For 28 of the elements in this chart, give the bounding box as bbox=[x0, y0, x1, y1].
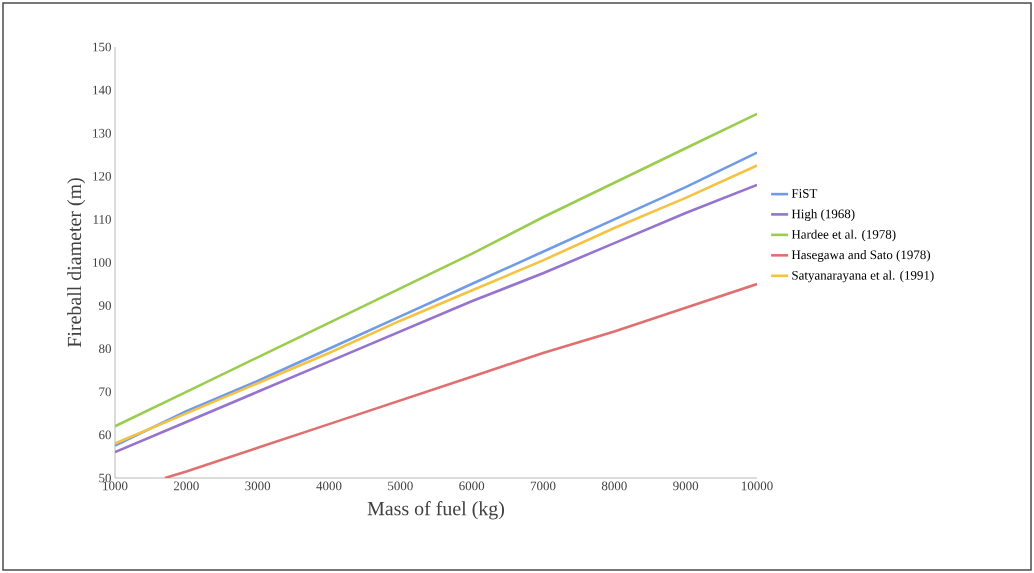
x-tick-label: 9000 bbox=[673, 481, 699, 491]
y-tick-label: 100 bbox=[93, 258, 111, 267]
x-tick-label: 3000 bbox=[245, 481, 271, 491]
legend-label: High (1968) bbox=[791, 209, 855, 221]
legend-label: Hasegawa and Sato (1978) bbox=[791, 250, 931, 262]
y-tick-label: 80 bbox=[99, 344, 111, 354]
y-tick-label: 90 bbox=[98, 301, 111, 310]
y-axis-title: Fireball diameter (m) bbox=[67, 178, 86, 348]
x-tick-label: 2000 bbox=[173, 481, 199, 491]
legend-label: Hardee et al. (1978) bbox=[791, 229, 896, 242]
y-tick-label: 120 bbox=[93, 171, 111, 181]
y-tick-label: 130 bbox=[93, 128, 111, 138]
x-tick-label: 8000 bbox=[601, 481, 627, 491]
x-tick-label: 6000 bbox=[459, 481, 485, 491]
x-tick-label: 7000 bbox=[530, 481, 556, 491]
y-tick-label: 140 bbox=[93, 85, 111, 95]
x-tick-label: 10000 bbox=[741, 481, 773, 491]
y-tick-label: 50 bbox=[99, 473, 111, 483]
legend-label: Satyanarayana et al. (1991) bbox=[792, 270, 934, 283]
y-tick-label: 70 bbox=[99, 387, 111, 397]
x-tick-label: 4000 bbox=[316, 481, 342, 491]
y-tick-label: 150 bbox=[93, 42, 111, 52]
x-tick-label: 1000 bbox=[103, 481, 128, 491]
x-axis-title: Mass of fuel (kg) bbox=[367, 501, 504, 520]
y-tick-label: 110 bbox=[93, 215, 111, 224]
x-tick-label: 5000 bbox=[388, 481, 413, 491]
legend-label: FiST bbox=[791, 189, 818, 198]
y-tick-label: 60 bbox=[99, 430, 111, 440]
